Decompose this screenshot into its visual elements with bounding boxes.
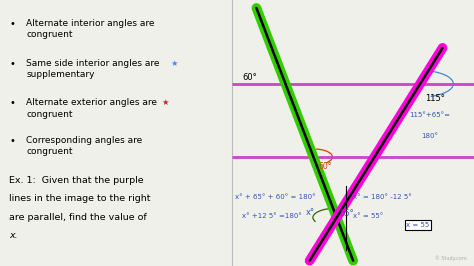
Text: x° = 55°: x° = 55° [353, 213, 383, 219]
Text: x° +12 5° =180°: x° +12 5° =180° [242, 213, 302, 219]
Text: •: • [9, 19, 15, 29]
Text: 60°: 60° [318, 162, 332, 171]
Text: x.: x. [9, 231, 18, 240]
Text: 65°: 65° [339, 209, 354, 218]
Text: ★: ★ [161, 98, 169, 107]
Text: •: • [9, 136, 15, 146]
Text: •: • [9, 98, 15, 109]
Text: •: • [9, 59, 15, 69]
Text: ★: ★ [171, 59, 178, 68]
Text: © Study.com: © Study.com [435, 255, 467, 261]
Text: Same side interior angles are
supplementary: Same side interior angles are supplement… [26, 59, 160, 79]
Text: 115°: 115° [425, 94, 445, 103]
Text: 115°+65°=: 115°+65°= [409, 112, 450, 118]
Text: Alternate interior angles are
congruent: Alternate interior angles are congruent [26, 19, 155, 39]
Text: lines in the image to the right: lines in the image to the right [9, 194, 151, 203]
Text: Alternate exterior angles are
congruent: Alternate exterior angles are congruent [26, 98, 157, 119]
Text: x° = 180° -12 5°: x° = 180° -12 5° [353, 194, 412, 200]
Text: are parallel, find the value of: are parallel, find the value of [9, 213, 147, 222]
Text: 60°: 60° [242, 73, 257, 82]
Text: Corresponding angles are
congruent: Corresponding angles are congruent [26, 136, 142, 156]
Text: x° + 65° + 60° = 180°: x° + 65° + 60° = 180° [235, 194, 315, 200]
Text: x = 55: x = 55 [406, 222, 429, 228]
Text: Ex. 1:  Given that the purple: Ex. 1: Given that the purple [9, 176, 144, 185]
Text: x°: x° [306, 208, 315, 217]
Text: 180°: 180° [421, 133, 438, 139]
